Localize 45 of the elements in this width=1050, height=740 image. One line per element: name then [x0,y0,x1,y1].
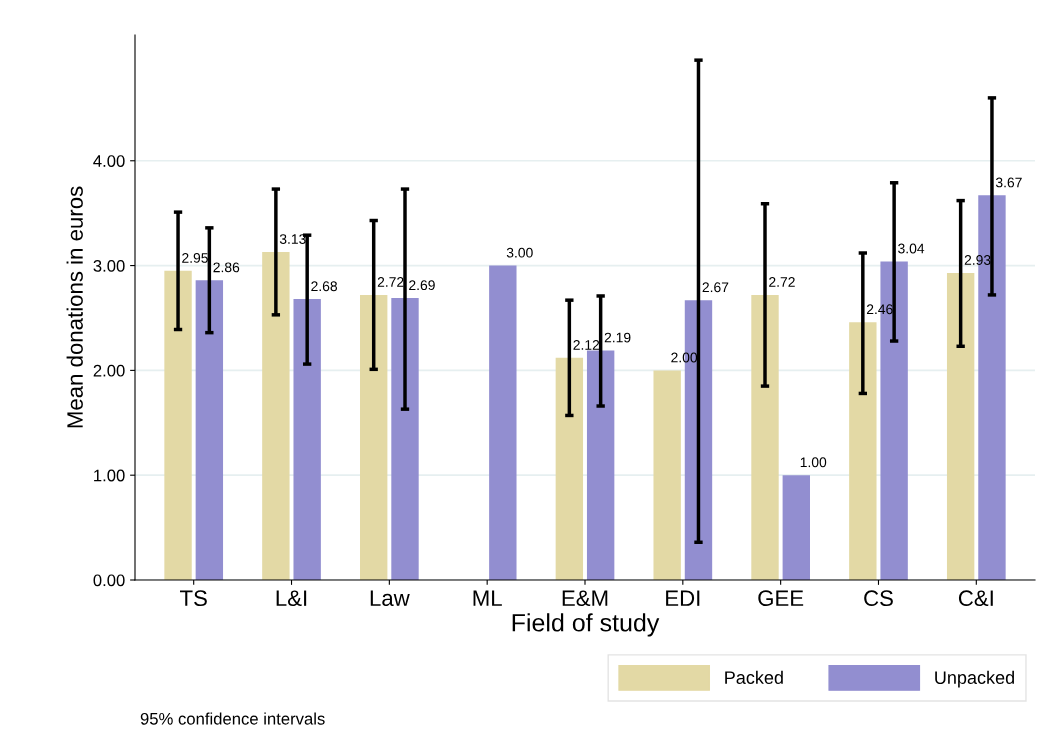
y-tick-label: 4.00 [93,155,125,167]
legend-label: Packed [725,670,783,684]
y-axis-title: Mean donations in euros [66,186,83,428]
x-tick-label: CS [864,590,893,607]
x-tick-label: TS [180,590,207,607]
y-tick-label: 2.00 [93,364,125,377]
data-label: 3.00 [506,247,533,258]
data-label: 2.68 [311,281,338,292]
x-axis-title: Field of study [512,613,660,637]
data-label: 3.67 [995,177,1022,188]
x-tick-label: C&I [958,590,993,607]
y-tick-label: 1.00 [94,469,125,482]
bar [262,251,290,580]
data-label: 2.12 [573,339,600,350]
bar [946,272,975,580]
bar [586,350,615,580]
x-tick-label: E&M [562,590,608,607]
data-label: 3.04 [898,243,925,254]
bar [489,265,517,580]
x-tick-label: GEE [758,590,804,607]
bar [164,270,192,580]
x-tick-label: EDI [666,590,700,606]
bar [555,357,584,580]
data-label: 2.69 [409,280,435,291]
bar [849,322,877,580]
data-label: 2.72 [769,277,795,287]
x-tick-label: L&I [276,590,307,607]
x-tick-label: ML [473,590,502,606]
data-label: 2.95 [182,253,208,263]
data-label: 1.00 [800,457,827,468]
y-tick-label: 3.00 [93,259,125,272]
bar [293,299,321,580]
legend-label: Unpacked [935,670,1014,688]
bar [360,294,388,580]
text: 95% confidence intervals [140,712,325,725]
data-label: 2.86 [213,262,240,273]
data-label: 2.19 [604,332,631,343]
bar [782,475,810,580]
data-label: 2.67 [702,282,729,293]
bar [751,294,779,580]
x-tick-label: Law [370,590,410,607]
y-tick-label: 0.00 [93,574,125,587]
bar [391,298,419,580]
bar [195,280,224,580]
bar [653,370,681,580]
